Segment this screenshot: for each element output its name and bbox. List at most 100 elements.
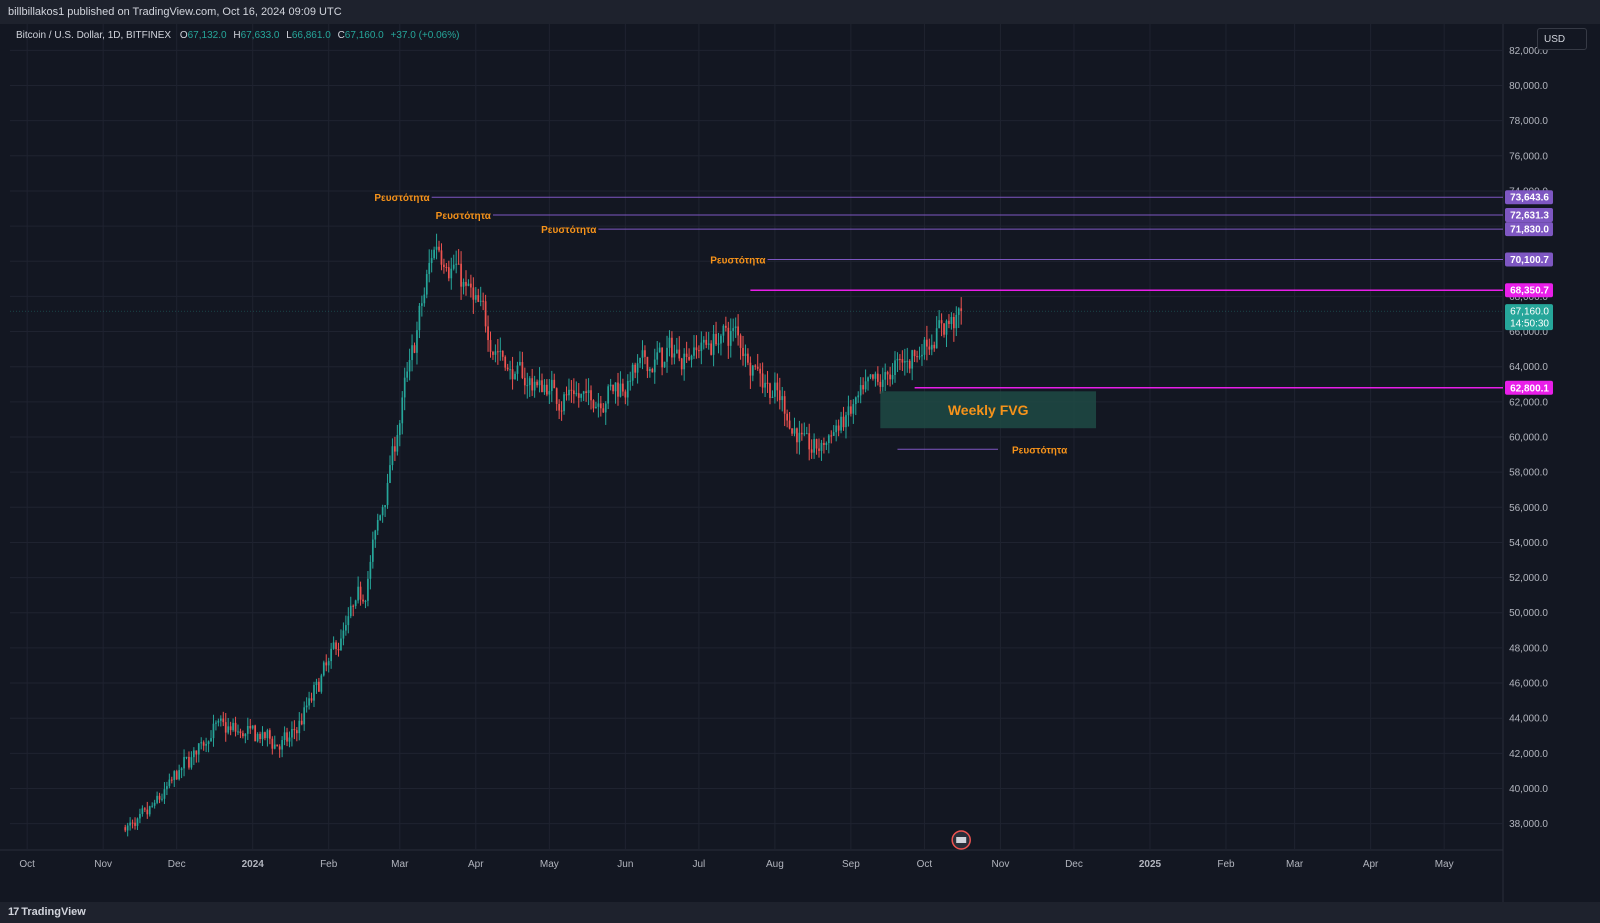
candle-body xyxy=(926,339,928,347)
candle-body xyxy=(587,390,590,394)
footer: 17 TradingView xyxy=(0,902,1600,923)
candle-body xyxy=(170,779,173,781)
tradingview-logo[interactable]: 17 TradingView xyxy=(8,902,86,923)
candle-body xyxy=(384,505,386,508)
candle-body xyxy=(129,822,131,826)
candle-body xyxy=(555,388,558,404)
candle-body xyxy=(293,728,296,731)
candle-body xyxy=(761,373,764,388)
candle-body xyxy=(273,744,276,749)
candle-body xyxy=(884,372,887,380)
x-tick-label: Sep xyxy=(842,859,860,870)
y-tick-label: 66,000.0 xyxy=(1509,327,1548,338)
candle-body xyxy=(499,350,502,352)
candle-body xyxy=(840,416,842,431)
candle-body xyxy=(656,352,659,360)
candle-body xyxy=(389,465,391,483)
candle-body xyxy=(163,789,166,799)
candle-body xyxy=(528,378,531,386)
close-value: 67,160.0 xyxy=(344,30,384,41)
candle-body xyxy=(188,756,190,768)
candle-body xyxy=(776,382,779,391)
candle-body xyxy=(857,395,860,398)
y-tick-label: 38,000.0 xyxy=(1509,819,1548,830)
candle-body xyxy=(506,367,509,370)
candle-body xyxy=(153,802,156,806)
candle-body xyxy=(166,786,168,790)
candle-body xyxy=(207,741,210,745)
candle-body xyxy=(352,605,355,607)
candle-body xyxy=(455,263,458,265)
candle-body xyxy=(173,771,176,781)
y-tick-label: 62,000.0 xyxy=(1509,397,1548,408)
candle-body xyxy=(460,263,462,287)
y-tick-label: 44,000.0 xyxy=(1509,714,1548,725)
countdown-label: 14:50:30 xyxy=(1510,319,1549,330)
y-tick-label: 52,000.0 xyxy=(1509,573,1548,584)
support-annotation: Ρευστότητα xyxy=(1012,445,1068,456)
candle-body xyxy=(940,320,943,324)
x-tick-label: Jun xyxy=(617,859,633,870)
candles xyxy=(124,233,963,837)
candle-body xyxy=(308,698,310,706)
candle-body xyxy=(546,384,548,395)
candle-body xyxy=(477,295,480,302)
candle-body xyxy=(452,264,455,269)
candle-body xyxy=(148,806,151,815)
candle-body xyxy=(943,323,945,335)
candle-body xyxy=(379,515,382,521)
candle-body xyxy=(501,350,504,357)
candle-body xyxy=(222,718,225,723)
candle-body xyxy=(872,374,874,379)
liquidity-annotation: Ρευστότητα xyxy=(710,255,766,266)
candle-body xyxy=(619,383,622,397)
open-label: O xyxy=(179,30,188,41)
candle-body xyxy=(793,428,796,434)
candle-body xyxy=(533,381,536,391)
candle-body xyxy=(494,351,497,355)
candle-body xyxy=(411,345,413,361)
candle-body xyxy=(673,353,676,358)
price-chart[interactable]: 38,000.0 40,000.0 42,000.0 44,000.0 46,000.0… xyxy=(0,24,1600,902)
candle-body xyxy=(249,725,252,729)
candle-body xyxy=(244,733,247,737)
candle-body xyxy=(158,795,161,800)
symbol-name: Bitcoin / U.S. Dollar, 1D, BITFINEX xyxy=(16,30,172,41)
candle-body xyxy=(330,648,333,662)
candle-body xyxy=(215,722,217,724)
candle-body xyxy=(337,649,340,651)
candle-body xyxy=(832,432,835,436)
candle-body xyxy=(224,722,227,733)
candle-body xyxy=(747,353,749,363)
candle-body xyxy=(590,390,592,401)
candle-body xyxy=(242,733,244,737)
candle-body xyxy=(151,805,154,807)
candle-body xyxy=(320,675,323,692)
candle-body xyxy=(820,442,823,451)
candle-body xyxy=(531,378,534,391)
candle-body xyxy=(425,274,428,295)
candle-body xyxy=(183,757,185,769)
candle-body xyxy=(710,343,713,355)
candle-body xyxy=(548,391,551,395)
candle-body xyxy=(778,390,781,401)
candle-body xyxy=(261,732,264,740)
candle-body xyxy=(908,360,911,369)
candle-body xyxy=(813,439,815,453)
time-axis-background xyxy=(0,850,1503,902)
candle-body xyxy=(560,410,563,412)
candle-body xyxy=(705,339,708,345)
candle-body xyxy=(960,308,963,312)
currency-button[interactable]: USD xyxy=(1537,28,1587,50)
candle-body xyxy=(850,406,852,414)
candle-body xyxy=(751,365,754,376)
candle-body xyxy=(592,400,595,409)
x-tick-label: Jul xyxy=(692,859,705,870)
candle-body xyxy=(371,539,374,562)
candle-body xyxy=(739,335,742,348)
candle-body xyxy=(479,300,482,302)
candle-body xyxy=(342,630,345,639)
candle-body xyxy=(536,381,538,386)
high-label: H xyxy=(233,30,241,41)
chart-area[interactable]: 38,000.0 40,000.0 42,000.0 44,000.0 46,000.0… xyxy=(0,24,1600,902)
